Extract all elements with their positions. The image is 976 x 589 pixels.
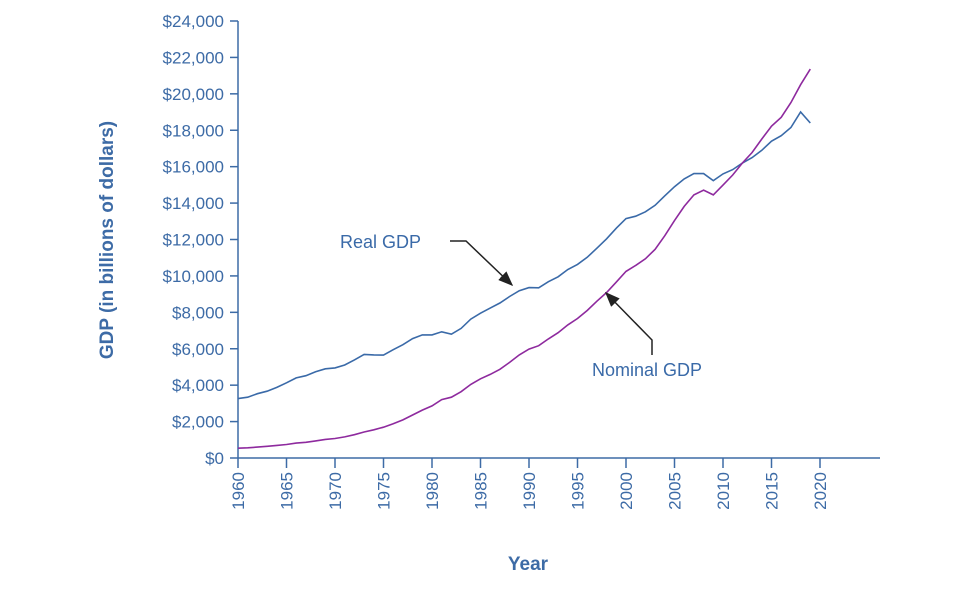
y-tick-label: $8,000 [172, 303, 224, 322]
x-tick-label: 1995 [569, 472, 588, 510]
y-tick-label: $14,000 [163, 194, 224, 213]
x-tick-label: 1965 [278, 472, 297, 510]
y-tick-label: $22,000 [163, 48, 224, 67]
x-tick-label: 2015 [763, 472, 782, 510]
y-tick-label: $4,000 [172, 376, 224, 395]
y-tick-label: $0 [205, 449, 224, 468]
x-tick-label: 1980 [423, 472, 442, 510]
nominal-gdp-line [237, 68, 811, 449]
nominal-gdp-label: Nominal GDP [592, 360, 702, 380]
x-axis-label: Year [508, 554, 549, 575]
y-tick-label: $24,000 [163, 12, 224, 31]
x-tick-label: 2020 [811, 472, 830, 510]
nominal-gdp-arrow [604, 291, 653, 355]
x-tick-label: 1985 [472, 472, 491, 510]
real-gdp-arrow [450, 240, 514, 287]
y-tick-label: $10,000 [163, 267, 224, 286]
x-tick-label: 2000 [617, 472, 636, 510]
y-tick-label: $6,000 [172, 340, 224, 359]
x-tick-label: 2010 [714, 472, 733, 510]
y-tick-label: $2,000 [172, 413, 224, 432]
y-tick-label: $20,000 [163, 85, 224, 104]
y-tick-label: $18,000 [163, 121, 224, 140]
x-tick-label: 2005 [666, 472, 685, 510]
y-axis-label: GDP (in billions of dollars) [97, 121, 118, 359]
x-tick-label: 1990 [520, 472, 539, 510]
real-gdp-label: Real GDP [340, 232, 421, 252]
y-tick-label: $16,000 [163, 158, 224, 177]
x-tick-label: 1975 [375, 472, 394, 510]
x-tick-label: 1960 [229, 472, 248, 510]
y-tick-label: $12,000 [163, 231, 224, 250]
x-tick-label: 1970 [326, 472, 345, 510]
real-gdp-line [237, 110, 811, 400]
